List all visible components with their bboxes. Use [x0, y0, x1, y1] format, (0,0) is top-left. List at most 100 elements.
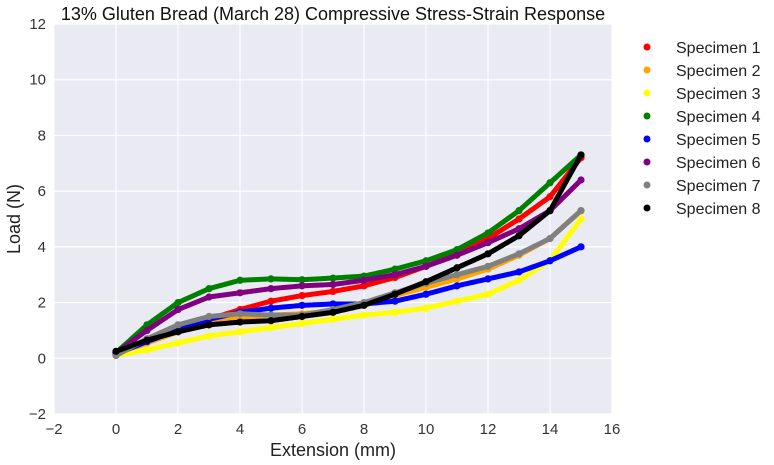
data-layer	[112, 151, 585, 360]
series-trace	[237, 286, 274, 296]
y-tick-label: 10	[29, 72, 46, 89]
legend-marker	[643, 158, 651, 166]
series-trace	[206, 277, 243, 292]
series-trace	[175, 314, 212, 328]
series-trace	[330, 300, 367, 313]
y-tick-label: 12	[29, 16, 46, 33]
legend-label: Specimen 1	[676, 40, 761, 57]
series-trace	[206, 319, 243, 328]
series-trace	[361, 275, 398, 289]
legend-label: Specimen 5	[676, 132, 761, 149]
x-tick-label: 8	[360, 421, 368, 438]
series-trace	[237, 318, 274, 325]
series-trace	[268, 293, 305, 304]
series-trace	[485, 226, 522, 246]
legend-marker	[643, 66, 651, 74]
legend-item: Specimen 3	[643, 86, 761, 103]
series-trace	[330, 277, 367, 287]
axes: −2 0 2 4 6 8 10 12 14 16 −2 0 2 4 6 8 10 12	[29, 16, 620, 438]
x-tick-label: 4	[236, 421, 244, 438]
legend-item: Specimen 7	[643, 178, 761, 195]
series-trace	[454, 291, 491, 304]
series-trace	[268, 276, 305, 283]
series-trace	[516, 258, 553, 275]
series-trace	[423, 298, 460, 311]
legend-item: Specimen 2	[643, 63, 761, 80]
x-tick-label: 12	[480, 421, 497, 438]
legend-label: Specimen 8	[676, 201, 761, 218]
plot-background	[54, 24, 612, 414]
series-trace	[237, 298, 274, 313]
series-trace	[485, 251, 522, 269]
series-trace	[144, 340, 181, 353]
series-trace	[144, 300, 181, 328]
series-trace	[547, 152, 584, 214]
series-trace	[268, 302, 305, 311]
y-tick-label: 0	[38, 350, 46, 367]
series-trace	[516, 208, 553, 239]
series-trace	[330, 302, 367, 315]
legend-marker	[643, 89, 651, 97]
series-trace	[392, 263, 429, 278]
legend: Specimen 1 Specimen 2 Specimen 3 Specimen 4…	[643, 40, 761, 218]
series-trace	[516, 180, 553, 214]
series-trace	[330, 283, 367, 294]
series-trace	[206, 290, 243, 300]
series-trace	[268, 320, 305, 331]
x-tick-label: 10	[418, 421, 435, 438]
x-tick-label: 2	[174, 421, 182, 438]
legend-label: Specimen 2	[676, 63, 761, 80]
series-trace	[299, 301, 336, 308]
series-trace	[175, 286, 212, 306]
x-tick-label: 16	[604, 421, 621, 438]
series-trace	[299, 281, 336, 289]
series-trace	[268, 283, 305, 292]
legend-label: Specimen 3	[676, 86, 761, 103]
y-axis-label: Load (N)	[4, 184, 24, 254]
series-trace	[299, 288, 336, 299]
series-3	[112, 215, 585, 360]
chart-title: 13% Gluten Bread (March 28) Compressive …	[61, 4, 605, 24]
series-trace	[206, 329, 243, 339]
legend-marker	[643, 204, 651, 212]
series-trace	[268, 314, 305, 324]
legend-marker	[643, 135, 651, 143]
x-tick-label: 6	[298, 421, 306, 438]
series-trace	[485, 277, 522, 297]
series-trace	[392, 279, 429, 297]
series-trace	[237, 276, 274, 283]
series-trace	[485, 216, 522, 241]
series-trace	[361, 291, 398, 308]
series-trace	[175, 294, 212, 313]
series-trace	[454, 240, 491, 258]
series-trace	[175, 322, 212, 335]
legend-label: Specimen 4	[676, 109, 761, 126]
series-trace	[330, 312, 367, 322]
legend-label: Specimen 6	[676, 155, 761, 172]
legend-label: Specimen 7	[676, 178, 761, 195]
series-trace	[361, 309, 398, 318]
series-trace	[361, 266, 398, 279]
legend-marker	[643, 43, 651, 51]
series-trace	[485, 208, 522, 236]
series-trace	[392, 305, 429, 315]
x-tick-label: −2	[45, 421, 62, 438]
series-trace	[206, 311, 243, 319]
series-trace	[423, 283, 460, 297]
legend-marker	[643, 112, 651, 120]
series-trace	[392, 258, 429, 272]
legend-item: Specimen 4	[643, 109, 761, 126]
series-trace	[113, 337, 150, 354]
series-trace	[423, 276, 460, 290]
series-trace	[547, 244, 584, 264]
series-trace	[454, 276, 491, 289]
series-trace	[299, 309, 336, 319]
series-trace	[454, 251, 491, 271]
series-trace	[299, 316, 336, 326]
y-tick-label: 4	[38, 239, 46, 256]
series-trace	[144, 307, 181, 333]
y-tick-label: −2	[29, 406, 46, 423]
series-8	[112, 151, 585, 355]
series-trace	[485, 233, 522, 257]
